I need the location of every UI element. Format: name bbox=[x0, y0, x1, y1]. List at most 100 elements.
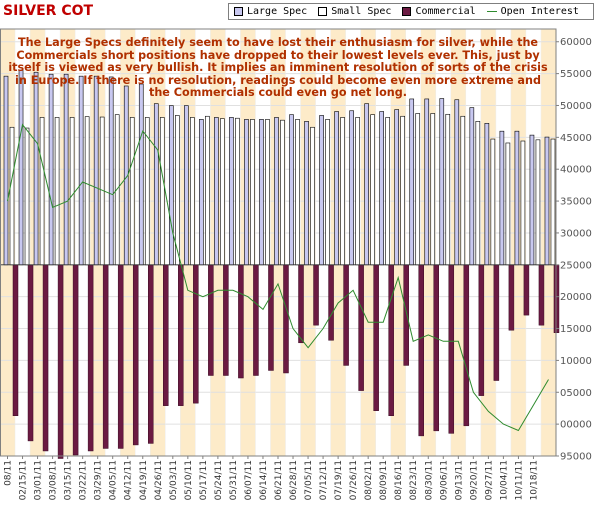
legend: Large Spec Small Spec Commercial Open In… bbox=[228, 3, 594, 20]
small-spec-bar bbox=[475, 121, 481, 266]
commercial-bar bbox=[538, 264, 545, 326]
right-axis-label: 55000 bbox=[560, 69, 592, 80]
small-spec-bar bbox=[520, 140, 526, 266]
x-axis-label: 03/22/11 bbox=[79, 460, 89, 500]
small-spec-bar bbox=[69, 117, 75, 266]
x-axis-label: 10/18/11 bbox=[529, 460, 539, 500]
legend-label-large-spec: Large Spec bbox=[247, 6, 308, 17]
legend-swatch-commercial bbox=[402, 7, 412, 16]
commercial-bar bbox=[328, 264, 334, 341]
commercial-bar bbox=[117, 264, 124, 449]
commercial-bar bbox=[508, 264, 515, 331]
x-axis-label: 06/14/11 bbox=[259, 460, 269, 500]
right-axis-label: 30000 bbox=[560, 228, 592, 239]
large-spec-bar bbox=[409, 98, 415, 266]
large-spec-bar bbox=[514, 130, 520, 266]
x-axis-label: 08/16/11 bbox=[394, 460, 404, 500]
x-axis-label: 03/01/11 bbox=[34, 460, 44, 500]
open-interest-line bbox=[7, 123, 549, 432]
x-axis-label: 04/26/11 bbox=[154, 460, 164, 500]
small-spec-bar bbox=[355, 117, 360, 266]
x-axis-label: 09/06/11 bbox=[439, 460, 449, 500]
small-spec-bar bbox=[340, 117, 345, 266]
small-spec-bar bbox=[505, 142, 511, 266]
small-spec-bar bbox=[235, 117, 240, 266]
x-axis-label: 03/08/11 bbox=[49, 460, 59, 500]
commercial-bar bbox=[283, 264, 289, 374]
commercial-bar bbox=[493, 264, 500, 381]
commercial-bar bbox=[298, 264, 304, 344]
commercial-bar bbox=[87, 264, 94, 452]
x-axis-label: 08/09/11 bbox=[379, 460, 389, 500]
chart-annotation: The Large Specs definitely seem to have … bbox=[8, 36, 548, 100]
large-spec-bar bbox=[168, 105, 174, 266]
x-axis-label: 05/17/11 bbox=[199, 460, 209, 500]
small-spec-bar bbox=[430, 113, 436, 266]
right-axis-label: 95000 bbox=[560, 452, 592, 463]
large-spec-bar bbox=[319, 115, 324, 266]
large-spec-bar bbox=[529, 134, 535, 266]
x-axis-label: 03/29/11 bbox=[94, 460, 104, 500]
small-spec-bar bbox=[280, 119, 285, 266]
large-spec-bar bbox=[78, 75, 84, 266]
small-spec-bar bbox=[54, 117, 60, 266]
small-spec-bar bbox=[174, 115, 180, 266]
large-spec-bar bbox=[108, 76, 114, 266]
x-axis-label: 04/12/11 bbox=[124, 460, 134, 500]
large-spec-bar bbox=[349, 110, 354, 266]
large-spec-bar bbox=[334, 111, 339, 266]
commercial-bar bbox=[313, 264, 319, 326]
commercial-bar bbox=[373, 264, 379, 411]
x-axis-label: 07/05/11 bbox=[304, 460, 314, 500]
legend-small-spec: Small Spec bbox=[318, 6, 391, 17]
commercial-bar bbox=[268, 264, 274, 371]
legend-large-spec: Large Spec bbox=[234, 6, 307, 17]
x-axis-label: 06/21/11 bbox=[274, 460, 284, 500]
small-spec-bar bbox=[84, 116, 90, 266]
right-axis-label: 50000 bbox=[560, 101, 592, 112]
commercial-bar bbox=[57, 264, 64, 459]
x-axis-label: 10/04/11 bbox=[499, 460, 509, 500]
x-axis-label: 07/19/11 bbox=[334, 460, 344, 500]
large-spec-bar bbox=[499, 130, 505, 266]
x-axis-label: 04/05/11 bbox=[109, 460, 119, 500]
x-axis-label: 08/11 bbox=[4, 460, 14, 486]
chart-title: SILVER COT bbox=[3, 3, 94, 19]
legend-swatch-open-interest bbox=[486, 11, 497, 12]
x-axis-label: 05/10/11 bbox=[184, 460, 194, 500]
small-spec-bar bbox=[445, 113, 451, 266]
x-axis-label: 02/15/11 bbox=[19, 460, 29, 500]
large-spec-bar bbox=[33, 71, 39, 266]
large-spec-bar bbox=[48, 73, 54, 266]
small-spec-bar bbox=[9, 126, 15, 266]
commercial-bar bbox=[343, 264, 349, 366]
legend-swatch-large-spec bbox=[234, 7, 243, 16]
x-axis-label: 09/13/11 bbox=[454, 460, 464, 500]
x-axis-label: 06/28/11 bbox=[289, 460, 299, 500]
small-spec-bar bbox=[295, 119, 300, 266]
small-spec-bar bbox=[159, 117, 165, 266]
commercial-bar bbox=[238, 264, 244, 379]
legend-swatch-small-spec bbox=[318, 7, 328, 16]
commercial-bar bbox=[388, 264, 394, 416]
small-spec-bar bbox=[325, 119, 330, 266]
small-spec-bar bbox=[460, 115, 466, 266]
small-spec-bar bbox=[24, 127, 30, 266]
legend-label-small-spec: Small Spec bbox=[331, 6, 392, 17]
small-spec-bar bbox=[190, 117, 195, 266]
small-spec-bar bbox=[490, 138, 496, 266]
x-axis-label: 07/12/11 bbox=[319, 460, 329, 500]
large-spec-bar bbox=[138, 83, 144, 266]
x-axis-label: 08/30/11 bbox=[424, 460, 434, 500]
x-axis-label: 05/24/11 bbox=[214, 460, 224, 500]
right-axis-label: 25000 bbox=[560, 260, 592, 271]
x-axis-label: 10/11/11 bbox=[514, 460, 524, 500]
large-spec-bar bbox=[424, 98, 430, 266]
large-spec-bar bbox=[394, 109, 400, 266]
legend-open-interest: Open Interest bbox=[486, 6, 579, 17]
large-spec-bar bbox=[274, 117, 279, 266]
commercial-bar bbox=[358, 264, 364, 391]
large-spec-bar bbox=[93, 75, 99, 266]
commercial-bar bbox=[42, 264, 49, 452]
